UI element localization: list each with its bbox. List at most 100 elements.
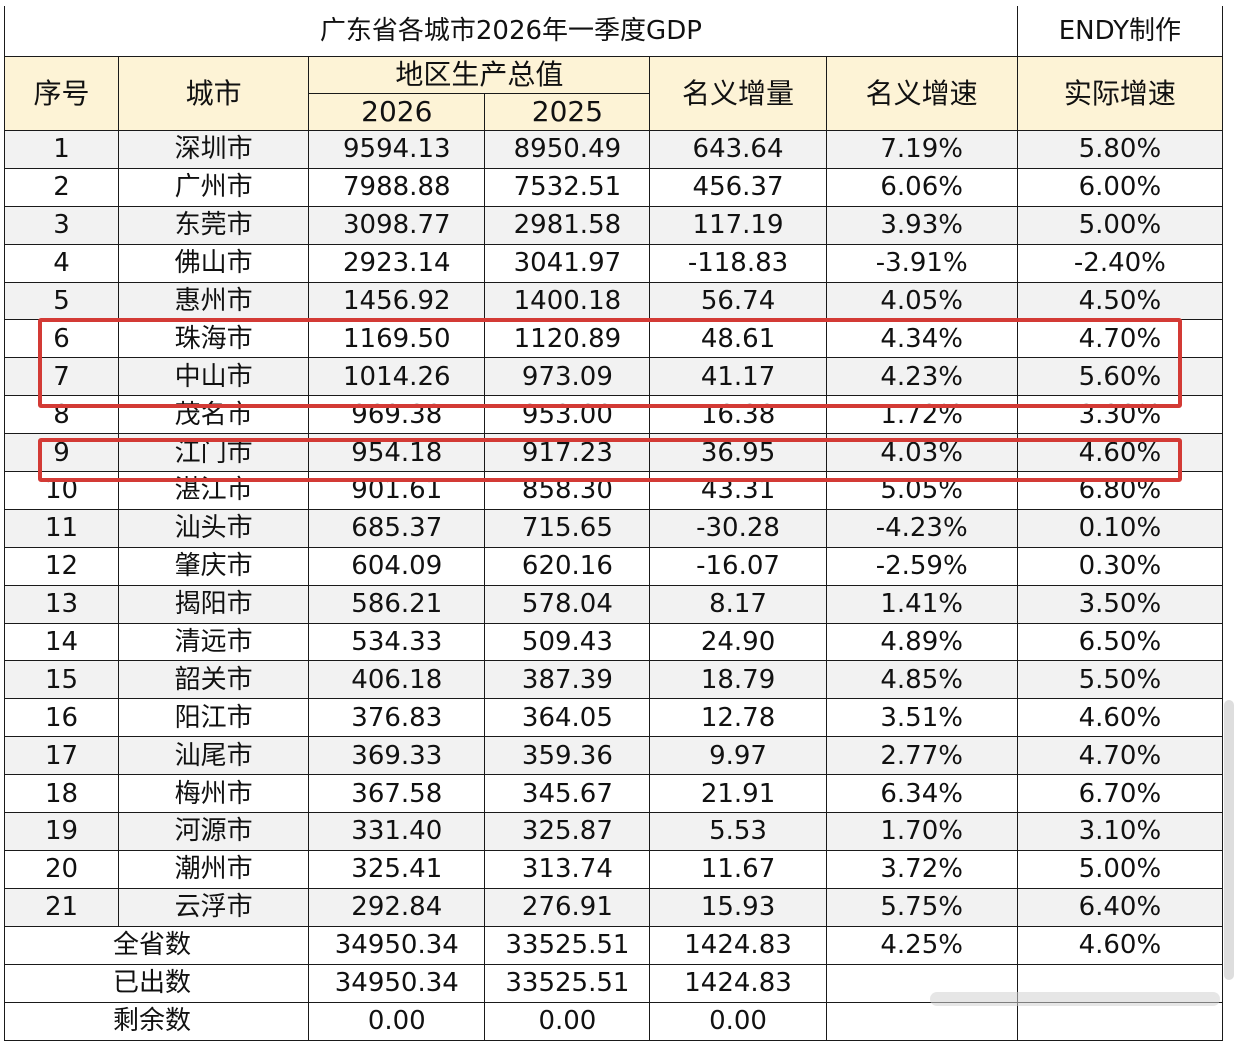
header-real-growth: 实际增速 [1017, 57, 1222, 131]
row-increment: 8.17 [650, 585, 826, 623]
row-city: 云浮市 [119, 888, 309, 926]
row-nominal-growth: 4.05% [826, 282, 1017, 320]
row-increment: 15.93 [650, 888, 826, 926]
table-row: 12 肇庆市 604.09 620.16 -16.07 -2.59% 0.30% [5, 547, 1223, 585]
row-city: 茂名市 [119, 396, 309, 434]
header-year-2026: 2026 [309, 94, 485, 131]
row-city: 汕尾市 [119, 737, 309, 775]
row-real-growth: 3.10% [1017, 813, 1222, 851]
row-nominal-growth: 4.85% [826, 661, 1017, 699]
row-increment: 48.61 [650, 320, 826, 358]
row-real-growth: -2.40% [1017, 244, 1222, 282]
table-row: 6 珠海市 1169.50 1120.89 48.61 4.34% 4.70% [5, 320, 1223, 358]
row-gdp-2025: 8950.49 [485, 131, 650, 169]
horizontal-scrollbar[interactable] [930, 992, 1220, 1006]
table-row: 18 梅州市 367.58 345.67 21.91 6.34% 6.70% [5, 775, 1223, 813]
row-gdp-2025: 620.16 [485, 547, 650, 585]
row-gdp-2026: 369.33 [309, 737, 485, 775]
row-nominal-growth: 7.19% [826, 131, 1017, 169]
summary-row: 剩余数 0.00 0.00 0.00 [5, 1002, 1223, 1040]
row-gdp-2025: 715.65 [485, 509, 650, 547]
table-row: 1 深圳市 9594.13 8950.49 643.64 7.19% 5.80% [5, 131, 1223, 169]
row-real-growth: 4.60% [1017, 699, 1222, 737]
row-real-growth: 6.70% [1017, 775, 1222, 813]
row-gdp-2025: 387.39 [485, 661, 650, 699]
row-nominal-growth: 4.03% [826, 434, 1017, 472]
row-gdp-2025: 917.23 [485, 434, 650, 472]
row-gdp-2026: 406.18 [309, 661, 485, 699]
row-increment: 12.78 [650, 699, 826, 737]
row-gdp-2026: 586.21 [309, 585, 485, 623]
row-gdp-2026: 325.41 [309, 850, 485, 888]
row-gdp-2026: 376.83 [309, 699, 485, 737]
row-increment: 11.67 [650, 850, 826, 888]
row-gdp-2026: 7988.88 [309, 168, 485, 206]
table-row: 5 惠州市 1456.92 1400.18 56.74 4.05% 4.50% [5, 282, 1223, 320]
row-nominal-growth: 1.41% [826, 585, 1017, 623]
header-nominal-growth: 名义增速 [826, 57, 1017, 131]
row-real-growth: 4.70% [1017, 320, 1222, 358]
row-increment: 9.97 [650, 737, 826, 775]
table-row: 17 汕尾市 369.33 359.36 9.97 2.77% 4.70% [5, 737, 1223, 775]
vertical-scrollbar[interactable] [1224, 700, 1234, 980]
summary-increment: 1424.83 [650, 964, 826, 1002]
row-city: 广州市 [119, 168, 309, 206]
summary-gdp-2026: 34950.34 [309, 926, 485, 964]
row-real-growth: 3.30% [1017, 396, 1222, 434]
row-real-growth: 6.00% [1017, 168, 1222, 206]
row-index: 15 [5, 661, 119, 699]
row-index: 20 [5, 850, 119, 888]
row-real-growth: 4.60% [1017, 434, 1222, 472]
row-nominal-growth: 6.34% [826, 775, 1017, 813]
row-nominal-growth: 1.72% [826, 396, 1017, 434]
row-city: 深圳市 [119, 131, 309, 169]
row-real-growth: 5.60% [1017, 358, 1222, 396]
table-row: 4 佛山市 2923.14 3041.97 -118.83 -3.91% -2.40% [5, 244, 1223, 282]
row-city: 江门市 [119, 434, 309, 472]
row-nominal-growth: 6.06% [826, 168, 1017, 206]
row-city: 潮州市 [119, 850, 309, 888]
row-index: 4 [5, 244, 119, 282]
row-gdp-2025: 953.00 [485, 396, 650, 434]
summary-gdp-2025: 0.00 [485, 1002, 650, 1040]
table-row: 20 潮州市 325.41 313.74 11.67 3.72% 5.00% [5, 850, 1223, 888]
row-nominal-growth: 4.34% [826, 320, 1017, 358]
row-city: 湛江市 [119, 472, 309, 510]
row-city: 韶关市 [119, 661, 309, 699]
row-gdp-2025: 1400.18 [485, 282, 650, 320]
title-row: 广东省各城市2026年一季度GDP ENDY制作 [5, 6, 1223, 57]
row-real-growth: 6.80% [1017, 472, 1222, 510]
table-row: 3 东莞市 3098.77 2981.58 117.19 3.93% 5.00% [5, 206, 1223, 244]
table-row: 2 广州市 7988.88 7532.51 456.37 6.06% 6.00% [5, 168, 1223, 206]
gdp-table: 广东省各城市2026年一季度GDP ENDY制作 序号 城市 地区生产总值 名义… [4, 6, 1223, 1041]
row-increment: 24.90 [650, 623, 826, 661]
row-real-growth: 0.30% [1017, 547, 1222, 585]
row-nominal-growth: 2.77% [826, 737, 1017, 775]
row-increment: 117.19 [650, 206, 826, 244]
row-city: 东莞市 [119, 206, 309, 244]
row-increment: 41.17 [650, 358, 826, 396]
summary-row: 全省数 34950.34 33525.51 1424.83 4.25% 4.60% [5, 926, 1223, 964]
row-increment: 21.91 [650, 775, 826, 813]
row-city: 揭阳市 [119, 585, 309, 623]
header-year-2025: 2025 [485, 94, 650, 131]
row-index: 6 [5, 320, 119, 358]
summary-increment: 1424.83 [650, 926, 826, 964]
row-city: 中山市 [119, 358, 309, 396]
row-real-growth: 6.40% [1017, 888, 1222, 926]
row-city: 肇庆市 [119, 547, 309, 585]
row-index: 1 [5, 131, 119, 169]
row-city: 汕头市 [119, 509, 309, 547]
row-index: 5 [5, 282, 119, 320]
header-nominal-increment: 名义增量 [650, 57, 826, 131]
row-increment: -30.28 [650, 509, 826, 547]
row-index: 16 [5, 699, 119, 737]
table-row: 8 茂名市 969.38 953.00 16.38 1.72% 3.30% [5, 396, 1223, 434]
row-gdp-2025: 313.74 [485, 850, 650, 888]
row-gdp-2026: 367.58 [309, 775, 485, 813]
row-gdp-2026: 1456.92 [309, 282, 485, 320]
row-nominal-growth: -4.23% [826, 509, 1017, 547]
row-gdp-2025: 7532.51 [485, 168, 650, 206]
table-row: 19 河源市 331.40 325.87 5.53 1.70% 3.10% [5, 813, 1223, 851]
row-city: 梅州市 [119, 775, 309, 813]
